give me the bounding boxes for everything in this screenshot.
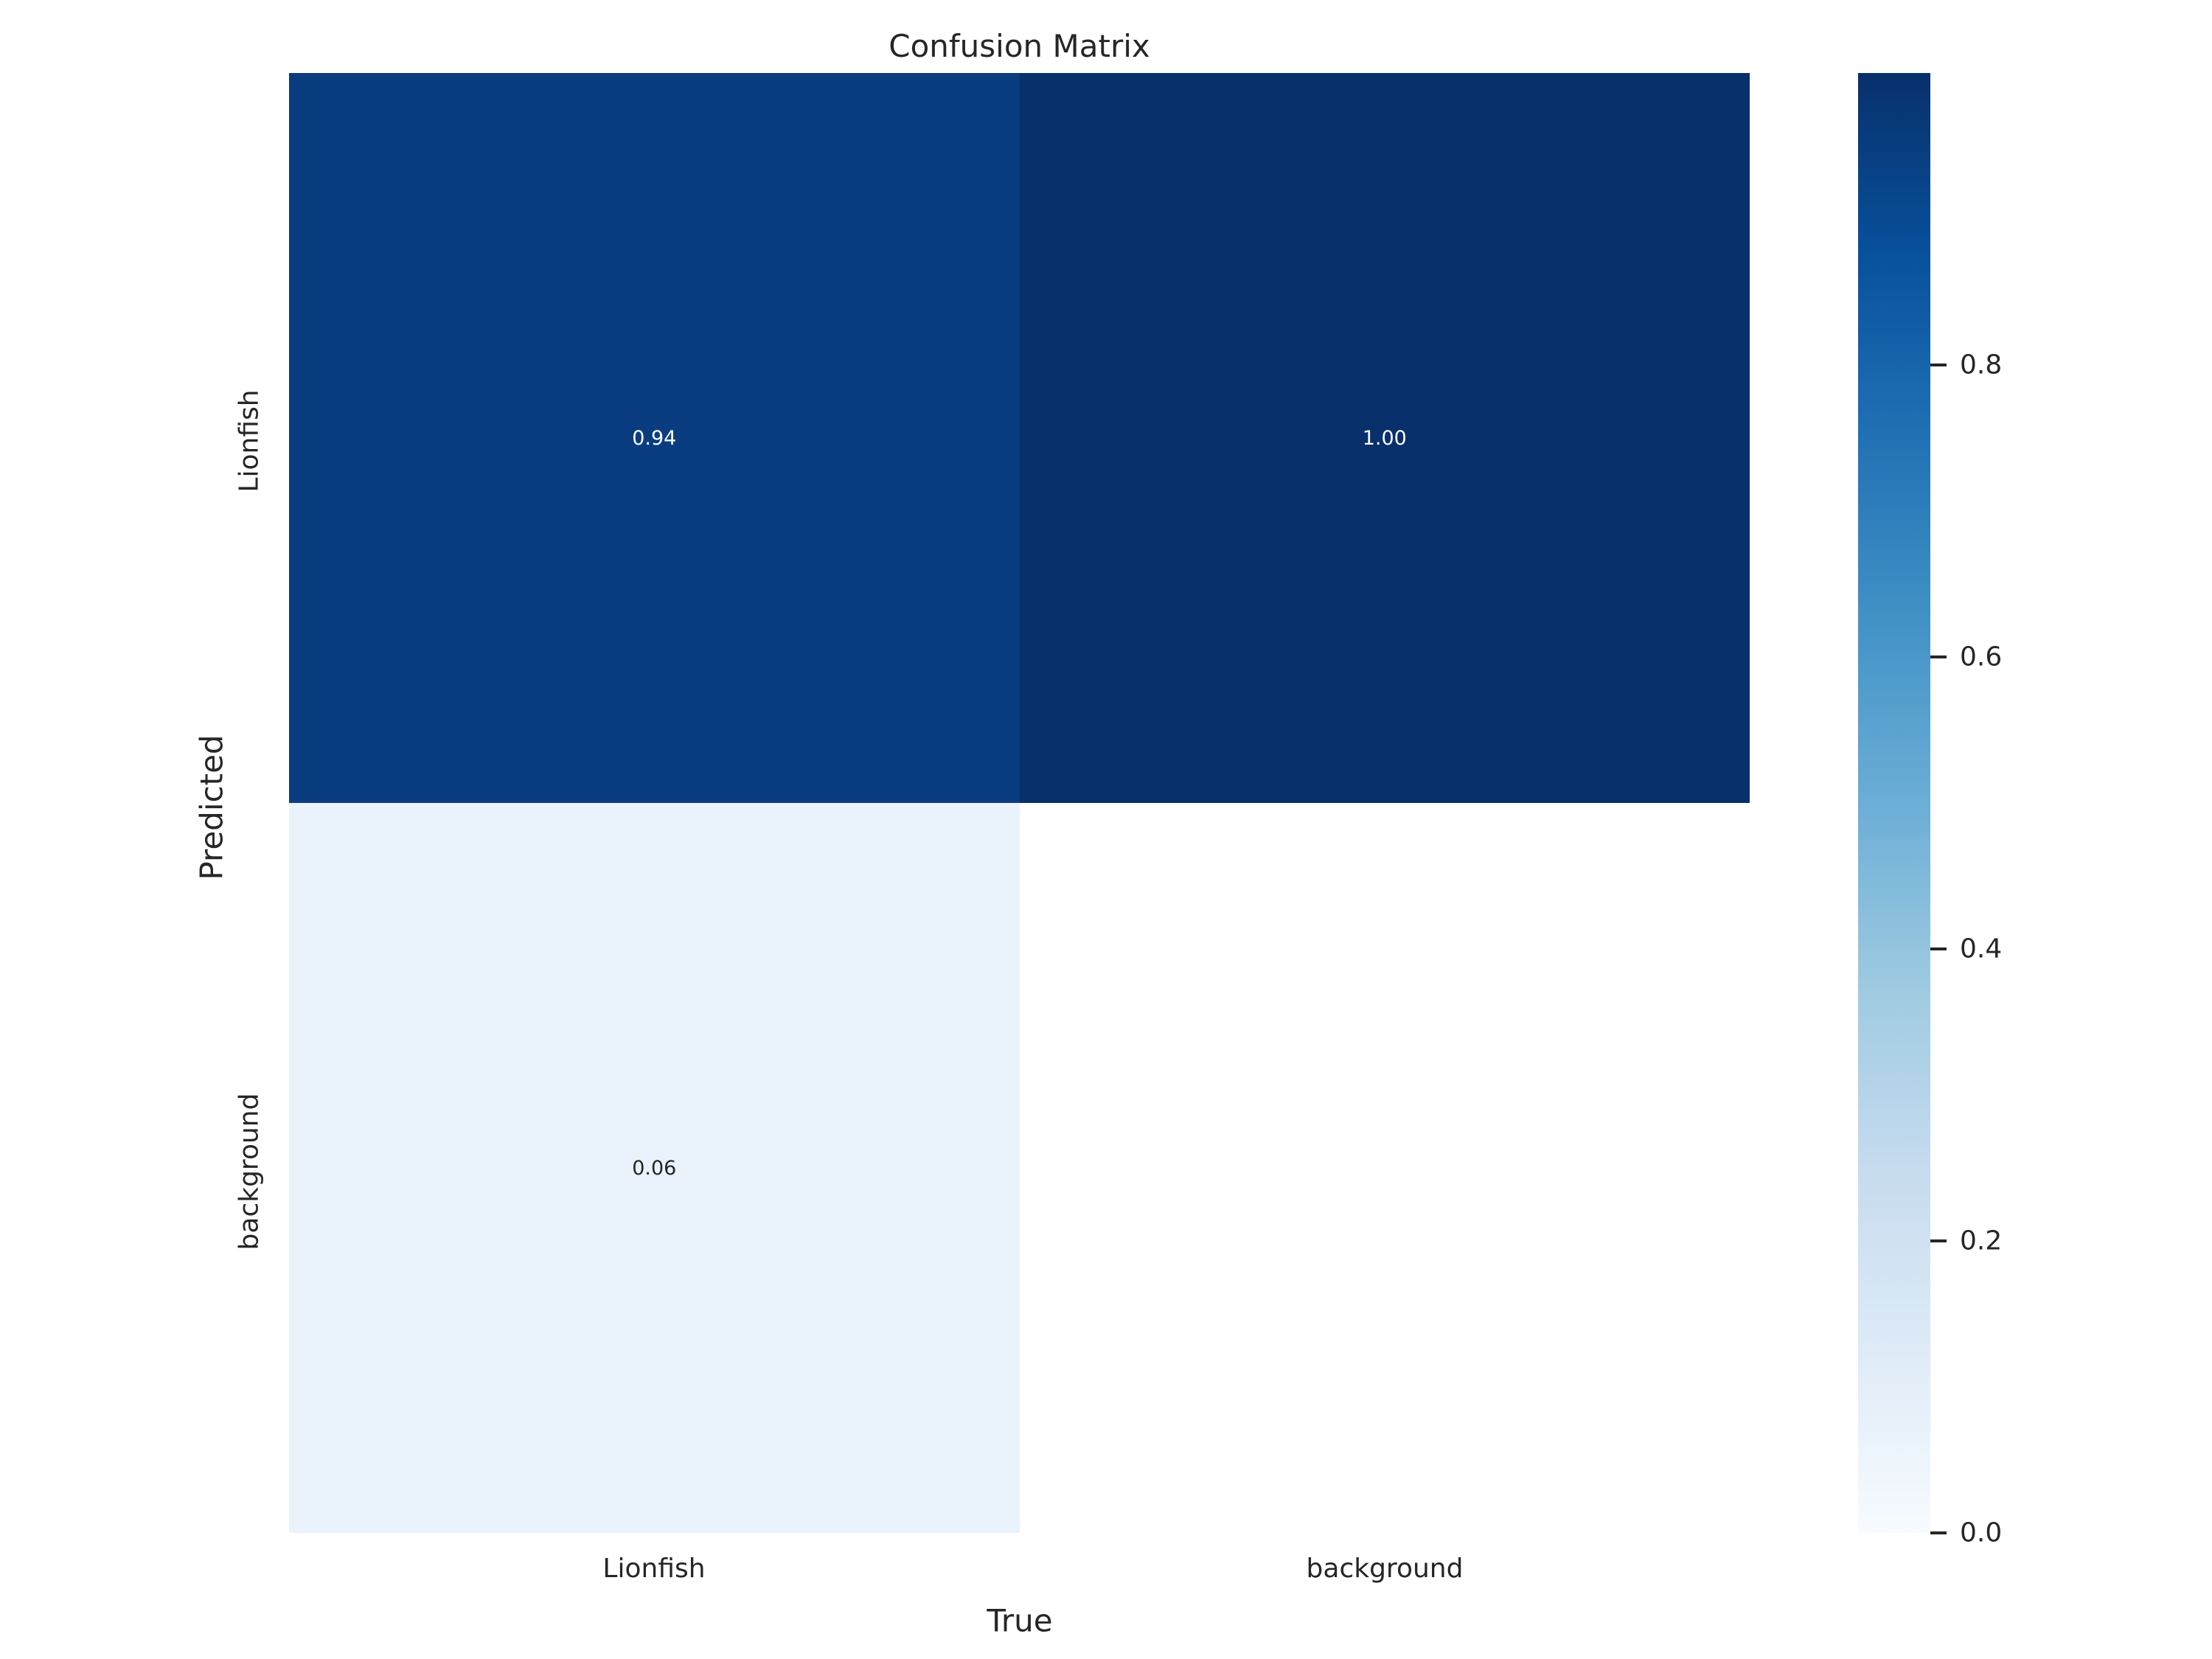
cell-value: 0.94 [632,426,677,450]
colorbar-tick-label: 0.0 [1960,1517,2003,1548]
colorbar-tick [1930,655,1947,658]
x-tick-label: background [1306,1554,1464,1584]
colorbar-tick [1930,947,1947,950]
colorbar-tick-label: 0.2 [1960,1225,2003,1256]
cell-predicted-background-true-background [1019,803,1750,1533]
x-axis-label: True [987,1602,1053,1639]
cell-value: 1.00 [1362,426,1407,450]
cell-predicted-lionfish-true-lionfish: 0.94 [289,73,1020,803]
colorbar-tick-label: 0.8 [1960,349,2003,380]
colorbar-tick-label: 0.6 [1960,641,2003,672]
y-axis-label: Predicted [193,734,230,880]
x-tick-label: Lionfish [602,1554,706,1584]
chart-title: Confusion Matrix [888,28,1150,64]
colorbar-tick-label: 0.4 [1960,933,2003,964]
colorbar-tick [1930,1531,1947,1534]
colorbar [1858,73,1930,1533]
y-tick-label: background [234,1093,265,1251]
colorbar-tick [1930,1239,1947,1242]
y-tick-label: Lionfish [234,389,265,493]
colorbar-tick [1930,364,1947,366]
cell-predicted-lionfish-true-background: 1.00 [1019,73,1750,803]
cell-value: 0.06 [632,1156,677,1180]
heatmap-grid: 0.94 1.00 0.06 [289,73,1750,1533]
cell-predicted-background-true-lionfish: 0.06 [289,803,1020,1533]
